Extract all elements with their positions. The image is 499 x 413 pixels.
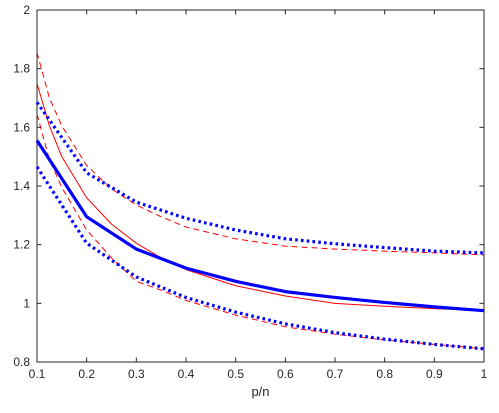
x-axis-title: p/n bbox=[251, 384, 269, 399]
y-tick-label: 1.4 bbox=[13, 179, 30, 193]
series-line-2-dotted-thick bbox=[35, 166, 485, 351]
series-line-1-dotted-thick bbox=[35, 101, 485, 255]
y-tick-label: 1 bbox=[23, 296, 30, 310]
plot-area: 0.1 0.2 0.3 0.4 0.5 0.6 0.7 0.8 0.9 1 0.8 1 1.2 1.4 1.… bbox=[13, 3, 487, 381]
x-tick-label: 0.9 bbox=[426, 367, 443, 381]
series-layer bbox=[35, 52, 485, 351]
x-tick-label: 0.2 bbox=[78, 367, 95, 381]
x-tick-label: 0.7 bbox=[327, 367, 344, 381]
series-line-4-dashed bbox=[36, 52, 485, 256]
x-tick-label: 0.1 bbox=[29, 367, 46, 381]
y-tick-label: 0.8 bbox=[13, 355, 30, 369]
y-tick-label: 2 bbox=[23, 3, 30, 17]
series-line-5-dashed bbox=[36, 113, 485, 350]
y-tick-label: 1.6 bbox=[13, 120, 30, 134]
plot-frame bbox=[36, 9, 485, 363]
y-tick-label: 1.8 bbox=[13, 62, 30, 76]
series-line-0-solid-thick bbox=[35, 139, 485, 313]
x-tick-label: 0.8 bbox=[376, 367, 393, 381]
x-tick-label: 0.5 bbox=[227, 367, 244, 381]
x-tick-label: 0.3 bbox=[128, 367, 145, 381]
y-tick-label: 1.2 bbox=[13, 238, 30, 252]
series-line-3-solid-thin bbox=[36, 83, 485, 312]
x-tick-label: 1 bbox=[481, 367, 488, 381]
x-tick-label: 0.4 bbox=[178, 367, 195, 381]
ticks-layer: 0.1 0.2 0.3 0.4 0.5 0.6 0.7 0.8 0.9 1 0.8 1 1.2 1.4 1.… bbox=[13, 3, 487, 381]
x-tick-label: 0.6 bbox=[277, 367, 294, 381]
